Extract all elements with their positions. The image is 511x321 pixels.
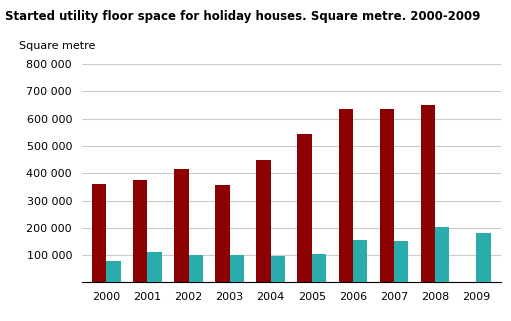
Bar <box>353 240 367 282</box>
Bar <box>435 227 450 282</box>
Bar <box>421 105 435 282</box>
Text: Started utility floor space for holiday houses. Square metre. 2000-2009: Started utility floor space for holiday … <box>5 10 480 22</box>
Bar <box>189 255 203 282</box>
Bar <box>476 233 491 282</box>
Bar <box>174 169 189 282</box>
Bar <box>257 160 271 282</box>
Bar <box>215 185 229 282</box>
Bar <box>148 252 162 282</box>
Bar <box>380 109 394 282</box>
Bar <box>312 254 326 282</box>
Text: Square metre: Square metre <box>19 41 95 51</box>
Bar <box>133 180 148 282</box>
Bar <box>297 134 312 282</box>
Bar <box>394 241 408 282</box>
Bar <box>106 261 121 282</box>
Bar <box>338 109 353 282</box>
Bar <box>92 184 106 282</box>
Bar <box>271 256 285 282</box>
Bar <box>229 255 244 282</box>
